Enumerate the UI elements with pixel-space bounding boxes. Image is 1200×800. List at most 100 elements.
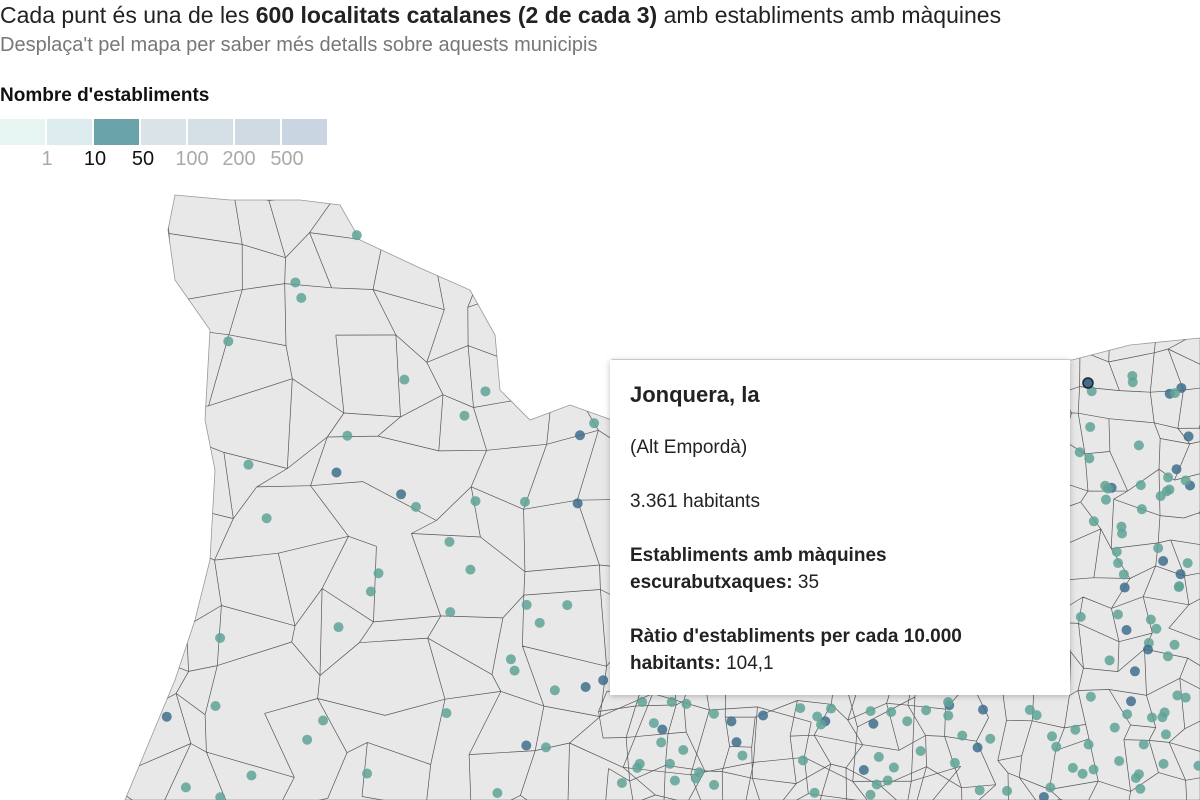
- selected-municipality-dot[interactable]: [1082, 377, 1094, 389]
- municipality-dot[interactable]: [480, 386, 491, 397]
- municipality-dot[interactable]: [362, 768, 373, 779]
- municipality-dot[interactable]: [797, 755, 808, 766]
- municipality-dot[interactable]: [1122, 709, 1133, 720]
- municipality-dot[interactable]: [261, 513, 272, 524]
- municipality-dot[interactable]: [1038, 791, 1049, 800]
- municipality-dot[interactable]: [444, 536, 455, 547]
- municipality-dot[interactable]: [637, 697, 648, 708]
- municipality-dot[interactable]: [1070, 724, 1081, 735]
- municipality-dot[interactable]: [1183, 431, 1194, 442]
- municipality-dot[interactable]: [795, 703, 806, 714]
- municipality-dot[interactable]: [574, 430, 585, 441]
- municipality-dot[interactable]: [243, 459, 254, 470]
- municipality-dot[interactable]: [180, 782, 191, 793]
- municipality-dot[interactable]: [1145, 614, 1156, 625]
- municipality-dot[interactable]: [1151, 623, 1162, 634]
- municipality-dot[interactable]: [816, 719, 827, 730]
- municipality-dot[interactable]: [657, 724, 668, 735]
- municipality-dot[interactable]: [865, 706, 876, 717]
- municipality-dot[interactable]: [1180, 475, 1191, 486]
- municipality-dot[interactable]: [1100, 494, 1111, 505]
- municipality-dot[interactable]: [1088, 516, 1099, 527]
- municipality-dot[interactable]: [873, 751, 884, 762]
- municipality-dot[interactable]: [708, 708, 719, 719]
- municipality-dot[interactable]: [302, 734, 313, 745]
- municipality-dot[interactable]: [1117, 528, 1128, 539]
- municipality-dot[interactable]: [1193, 760, 1200, 771]
- municipality-dot[interactable]: [664, 758, 675, 769]
- municipality-dot[interactable]: [1111, 546, 1122, 557]
- municipality-dot[interactable]: [1088, 764, 1099, 775]
- municipality-dot[interactable]: [1163, 472, 1174, 483]
- municipality-dot[interactable]: [215, 633, 226, 644]
- municipality-dot[interactable]: [318, 715, 329, 726]
- municipality-dot[interactable]: [737, 750, 748, 761]
- municipality-dot[interactable]: [1047, 731, 1058, 742]
- municipality-dot[interactable]: [694, 767, 705, 778]
- municipality-dot[interactable]: [1162, 651, 1173, 662]
- municipality-dot[interactable]: [580, 682, 591, 693]
- municipality-dot[interactable]: [410, 501, 421, 512]
- municipality-dot[interactable]: [1175, 569, 1186, 580]
- municipality-dot[interactable]: [943, 710, 954, 721]
- municipality-dot[interactable]: [1084, 453, 1095, 464]
- municipality-dot[interactable]: [949, 757, 960, 768]
- municipality-dots[interactable]: [161, 230, 1200, 800]
- municipality-dot[interactable]: [1133, 440, 1144, 451]
- municipality-dot[interactable]: [589, 418, 600, 429]
- municipality-dot[interactable]: [1135, 480, 1146, 491]
- municipality-dot[interactable]: [1083, 739, 1094, 750]
- municipality-dot[interactable]: [1085, 691, 1096, 702]
- municipality-dot[interactable]: [726, 716, 737, 727]
- municipality-dot[interactable]: [519, 496, 530, 507]
- municipality-dot[interactable]: [223, 336, 234, 347]
- municipality-dot[interactable]: [921, 705, 932, 716]
- municipality-dot[interactable]: [1153, 543, 1164, 554]
- municipality-dot[interactable]: [521, 740, 532, 751]
- municipality-dot[interactable]: [868, 718, 879, 729]
- municipality-dot[interactable]: [1112, 609, 1123, 620]
- municipality-dot[interactable]: [1169, 639, 1180, 650]
- municipality-dot[interactable]: [396, 489, 407, 500]
- municipality-dot[interactable]: [731, 737, 742, 748]
- municipality-dot[interactable]: [351, 230, 362, 241]
- municipality-dot[interactable]: [865, 789, 876, 800]
- municipality-dot[interactable]: [470, 496, 481, 507]
- municipality-dot[interactable]: [1126, 696, 1137, 707]
- municipality-dot[interactable]: [492, 788, 503, 799]
- municipality-dot[interactable]: [1074, 447, 1085, 458]
- municipality-dot[interactable]: [678, 745, 689, 756]
- municipality-dot[interactable]: [373, 568, 384, 579]
- municipality-dot[interactable]: [666, 697, 677, 708]
- municipality-dot[interactable]: [1135, 783, 1146, 794]
- municipality-dot[interactable]: [1160, 729, 1171, 740]
- municipality-dot[interactable]: [886, 707, 897, 718]
- municipality-dot[interactable]: [1182, 558, 1193, 569]
- municipality-dot[interactable]: [1158, 758, 1169, 769]
- municipality-dot[interactable]: [826, 703, 837, 714]
- municipality-dot[interactable]: [1172, 690, 1183, 701]
- municipality-dot[interactable]: [882, 775, 893, 786]
- municipality-dot[interactable]: [465, 564, 476, 575]
- municipality-dot[interactable]: [365, 586, 376, 597]
- municipality-dot[interactable]: [441, 708, 452, 719]
- municipality-dot[interactable]: [915, 746, 926, 757]
- municipality-dot[interactable]: [1127, 377, 1138, 388]
- municipality-dot[interactable]: [505, 654, 516, 665]
- municipality-dot[interactable]: [943, 697, 954, 708]
- municipality-dot[interactable]: [871, 779, 882, 790]
- municipality-dot[interactable]: [1180, 692, 1191, 703]
- municipality-dot[interactable]: [331, 467, 342, 478]
- municipality-dot[interactable]: [858, 765, 869, 776]
- municipality-dot[interactable]: [459, 410, 470, 421]
- municipality-dot[interactable]: [1100, 480, 1111, 491]
- municipality-dot[interactable]: [1085, 421, 1096, 432]
- municipality-dot[interactable]: [972, 742, 983, 753]
- municipality-dot[interactable]: [1143, 644, 1154, 655]
- municipality-dot[interactable]: [598, 675, 609, 686]
- municipality-dot[interactable]: [888, 762, 899, 773]
- municipality-dot[interactable]: [1114, 755, 1125, 766]
- municipality-dot[interactable]: [1159, 707, 1170, 718]
- municipality-dot[interactable]: [1075, 611, 1086, 622]
- municipality-dot[interactable]: [1109, 722, 1120, 733]
